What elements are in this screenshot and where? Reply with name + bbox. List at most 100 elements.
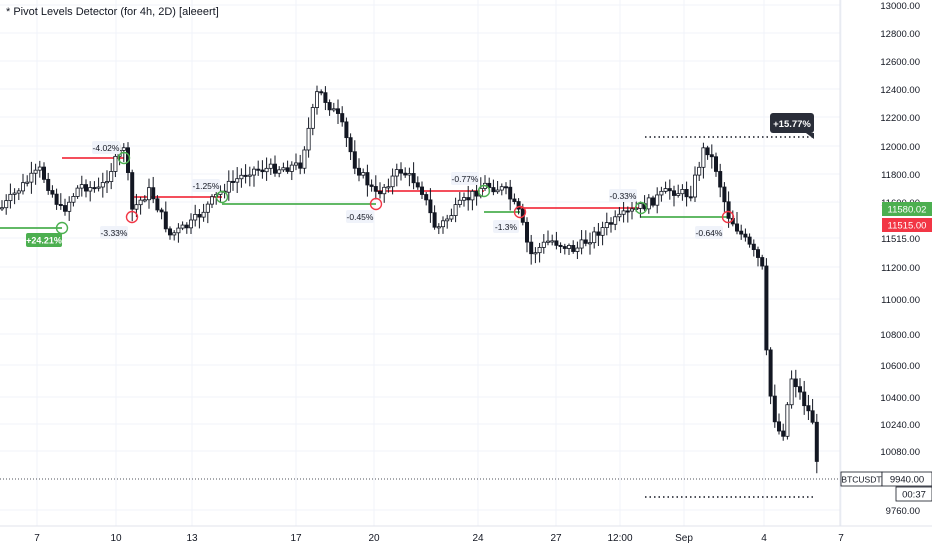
candle-body (495, 189, 500, 193)
candle-body (356, 167, 361, 176)
pivot-circle-icon (125, 210, 139, 224)
pct-label: +24.21% (26, 236, 62, 246)
candle-body (188, 219, 193, 229)
pivot-circle-icon (634, 201, 648, 215)
candle-body (67, 201, 72, 212)
candle-body (546, 240, 551, 243)
pct-label: -0.33% (610, 191, 637, 201)
candle-body (247, 174, 252, 177)
candle-body (655, 194, 660, 206)
candle-body (714, 156, 719, 172)
candle-body (226, 180, 231, 193)
candle-body (272, 163, 277, 174)
candle-body (155, 198, 160, 211)
candle-body (600, 227, 605, 236)
candle-body (676, 193, 681, 196)
candle-body (432, 212, 437, 228)
candle-body (298, 162, 303, 169)
pct-label: -1.3% (495, 222, 518, 232)
candle-body (361, 172, 366, 176)
candle-body (567, 245, 572, 249)
candle-body (369, 184, 374, 187)
candle-body (180, 224, 185, 229)
candle-body (12, 192, 17, 195)
candle-body (146, 187, 151, 201)
candle-body (693, 174, 698, 198)
candle-body (403, 172, 408, 176)
candle-body (680, 188, 685, 195)
candle-body (541, 241, 546, 248)
candle-body (592, 231, 597, 244)
candle-body (176, 227, 181, 234)
x-tick-label: 24 (472, 533, 484, 544)
candle-body (235, 178, 240, 183)
candle-body (407, 173, 412, 176)
candle-body (424, 194, 429, 201)
candle-body (323, 92, 328, 103)
badge-pointer (806, 133, 814, 139)
candle-body (151, 187, 156, 200)
candle-body (491, 187, 496, 193)
candle-body (659, 190, 664, 196)
pct-badge-dark (770, 113, 814, 133)
candle-body (579, 239, 584, 249)
y-tick-label: 9760.00 (886, 506, 920, 517)
pct-label-bg (100, 226, 128, 239)
candle-body (281, 167, 286, 171)
pct-label-bg (92, 141, 120, 154)
pct-label: -0.64% (696, 228, 723, 238)
candle-body (663, 188, 668, 192)
candle-body (562, 246, 567, 249)
candlesticks (0, 85, 819, 474)
candle-body (239, 174, 244, 180)
candle-body (651, 197, 656, 206)
candle-body (571, 245, 576, 252)
candle-body (525, 221, 530, 243)
candle-body (302, 149, 307, 169)
candle-body (760, 257, 765, 267)
candle-body (25, 181, 30, 184)
candle-body (739, 230, 744, 235)
candle-body (701, 147, 706, 168)
candle-body (529, 241, 534, 255)
y-tick-label: 11000.00 (881, 295, 920, 306)
candle-body (264, 167, 269, 173)
candle-body (163, 211, 168, 230)
candle-body (487, 182, 492, 188)
candle-body (512, 198, 517, 202)
candle-body (445, 218, 450, 222)
pivot-circle-icon (55, 221, 69, 235)
pct-label: -4.02% (93, 143, 120, 153)
candle-body (499, 186, 504, 191)
y-tick-label: 10080.00 (880, 447, 920, 458)
candle-body (470, 190, 475, 201)
y-tick-label: 10600.00 (880, 361, 920, 372)
pivot-circle-icon (721, 210, 735, 224)
candle-body (718, 171, 723, 188)
candle-body (781, 430, 786, 437)
candle-body (667, 188, 672, 192)
candle-body (440, 220, 445, 228)
candle-body (121, 147, 126, 151)
candle-body (398, 169, 403, 174)
y-tick-label: 10800.00 (880, 330, 920, 341)
candle-body (29, 172, 34, 183)
candle-body (596, 231, 601, 236)
price-tag-red-label: 11515.00 (888, 221, 927, 232)
price-tag-red (882, 218, 932, 232)
candle-body (88, 187, 93, 192)
pct-label-bg (192, 179, 220, 192)
pct-badge-green (26, 233, 62, 247)
candle-body (474, 190, 479, 197)
indicator-title[interactable]: * Pivot Levels Detector (for 4h, 2D) [al… (6, 6, 219, 18)
x-tick-label: 12:00 (607, 533, 632, 544)
pct-label: -0.45% (347, 212, 374, 222)
candle-body (142, 199, 147, 202)
candle-body (37, 166, 42, 171)
pivot-circle-icon (477, 184, 491, 198)
candle-body (453, 204, 458, 216)
candle-body (205, 203, 210, 213)
symbol-tag-label: BTCUSDT (841, 475, 881, 485)
